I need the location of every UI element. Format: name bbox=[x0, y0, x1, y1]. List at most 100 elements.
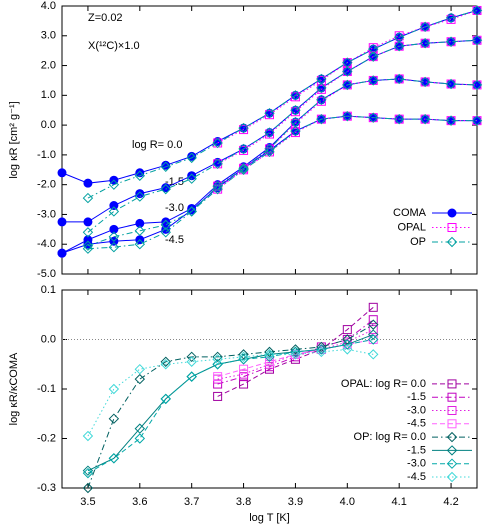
marker bbox=[238, 143, 249, 155]
x-tick-label: 4.0 bbox=[340, 496, 355, 508]
marker bbox=[135, 189, 145, 199]
marker bbox=[264, 146, 275, 158]
marker bbox=[212, 354, 223, 365]
marker bbox=[419, 76, 431, 88]
marker bbox=[239, 369, 249, 379]
marker bbox=[316, 113, 327, 125]
marker bbox=[186, 371, 197, 382]
marker bbox=[290, 107, 300, 117]
marker bbox=[160, 227, 171, 238]
marker bbox=[316, 96, 326, 106]
y-tick-label: 3.0 bbox=[41, 30, 56, 42]
series-line bbox=[87, 39, 478, 233]
marker bbox=[82, 227, 94, 238]
marker bbox=[290, 344, 301, 355]
marker bbox=[186, 206, 197, 217]
marker bbox=[316, 346, 327, 358]
marker bbox=[57, 248, 67, 258]
marker bbox=[82, 192, 94, 204]
marker bbox=[212, 180, 223, 192]
marker bbox=[82, 240, 94, 251]
marker bbox=[239, 125, 249, 135]
marker bbox=[160, 183, 171, 195]
marker bbox=[342, 344, 353, 355]
y-tick-label: -0.1 bbox=[37, 383, 56, 395]
annotation: X(¹²C)×1.0 bbox=[88, 40, 140, 52]
marker bbox=[445, 12, 457, 24]
marker bbox=[238, 164, 249, 175]
y-tick-label: -0.3 bbox=[37, 482, 56, 494]
marker bbox=[471, 35, 483, 46]
marker bbox=[368, 329, 379, 340]
marker bbox=[239, 364, 249, 374]
marker bbox=[212, 359, 223, 370]
marker bbox=[290, 125, 301, 137]
marker bbox=[419, 21, 431, 33]
marker bbox=[342, 110, 353, 122]
marker bbox=[238, 163, 249, 174]
series-line bbox=[217, 115, 477, 190]
marker bbox=[393, 40, 405, 52]
marker bbox=[108, 231, 120, 242]
marker bbox=[368, 51, 379, 62]
marker bbox=[186, 351, 197, 363]
marker bbox=[212, 183, 223, 195]
legend-marker bbox=[446, 445, 458, 456]
marker bbox=[186, 356, 197, 367]
legend-marker bbox=[446, 458, 458, 469]
marker bbox=[342, 79, 353, 91]
y-tick-label: 1.0 bbox=[41, 89, 56, 101]
annotation: log R= 0.0 bbox=[132, 139, 182, 151]
series-line bbox=[87, 339, 374, 474]
marker bbox=[393, 113, 405, 125]
marker bbox=[186, 173, 197, 184]
x-tick-label: 4.1 bbox=[392, 496, 407, 508]
marker bbox=[187, 205, 197, 215]
marker bbox=[212, 137, 223, 149]
marker bbox=[134, 433, 146, 444]
y-tick-label: -5.0 bbox=[37, 268, 56, 280]
legend-marker bbox=[447, 379, 457, 389]
marker bbox=[290, 346, 301, 358]
legend-marker bbox=[447, 392, 457, 402]
marker bbox=[83, 217, 93, 227]
x-tick-label: 3.6 bbox=[132, 496, 147, 508]
marker bbox=[160, 161, 171, 173]
legend-marker bbox=[447, 406, 457, 415]
marker bbox=[134, 225, 146, 237]
marker bbox=[160, 359, 171, 370]
series-line bbox=[87, 115, 477, 250]
marker bbox=[83, 178, 93, 188]
x-tick-label: 4.2 bbox=[443, 496, 458, 508]
legend-label: -4.5 bbox=[407, 418, 426, 430]
marker bbox=[290, 119, 300, 129]
legend-marker bbox=[446, 236, 458, 248]
marker bbox=[108, 453, 120, 464]
marker bbox=[82, 243, 94, 254]
marker bbox=[82, 430, 94, 442]
marker bbox=[135, 218, 145, 228]
marker bbox=[316, 344, 327, 355]
marker bbox=[134, 170, 146, 181]
y-tick-label: -1.0 bbox=[37, 149, 56, 161]
marker bbox=[108, 206, 120, 217]
marker bbox=[445, 78, 457, 90]
marker bbox=[471, 5, 483, 16]
series-line bbox=[217, 39, 478, 165]
legend-label: OP: log R= 0.0 bbox=[354, 431, 426, 443]
annotation: Z=0.02 bbox=[88, 12, 123, 24]
legend-label: OPAL: log R= 0.0 bbox=[341, 378, 426, 390]
marker bbox=[419, 113, 431, 125]
x-axis-label: log T [K] bbox=[249, 512, 290, 524]
series-line bbox=[61, 9, 478, 184]
marker bbox=[316, 94, 327, 106]
marker bbox=[213, 391, 223, 401]
marker bbox=[109, 224, 119, 234]
marker bbox=[316, 84, 326, 94]
legend-label: -3.0 bbox=[407, 458, 426, 470]
marker bbox=[109, 201, 119, 211]
marker bbox=[134, 191, 146, 202]
marker bbox=[57, 168, 67, 178]
marker bbox=[161, 183, 171, 193]
